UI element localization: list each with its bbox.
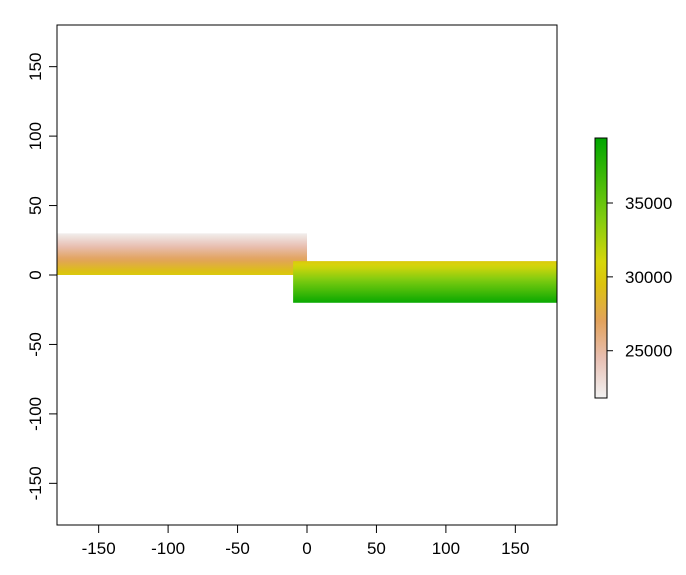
colorbar-tick-label: 30000 — [625, 268, 672, 287]
heatmap-region — [293, 261, 557, 303]
x-tick-label: -150 — [82, 539, 116, 558]
y-tick-label: 0 — [26, 270, 45, 279]
y-tick-label: -50 — [26, 332, 45, 357]
y-tick-label: 100 — [26, 122, 45, 150]
y-tick-label: -150 — [26, 466, 45, 500]
x-tick-label: 150 — [501, 539, 529, 558]
heatmap-region — [57, 233, 307, 275]
x-tick-label: -50 — [225, 539, 250, 558]
colorbar-tick-label: 35000 — [625, 194, 672, 213]
x-tick-label: -100 — [151, 539, 185, 558]
x-tick-label: 0 — [302, 539, 311, 558]
y-tick-label: 50 — [26, 196, 45, 215]
x-axis: -150 -100 -50 0 50 100 150 — [82, 524, 530, 558]
x-tick-label: 100 — [432, 539, 460, 558]
colorbar-legend: 25000 30000 35000 — [594, 137, 672, 399]
y-axis: -150 -100 -50 0 50 100 150 — [26, 52, 58, 500]
y-tick-label: 150 — [26, 52, 45, 80]
colorbar-scale — [594, 137, 608, 399]
heatmap-regions — [57, 233, 557, 303]
colorbar-tick-label: 25000 — [625, 342, 672, 361]
x-tick-label: 50 — [367, 539, 386, 558]
y-tick-label: -100 — [26, 397, 45, 431]
